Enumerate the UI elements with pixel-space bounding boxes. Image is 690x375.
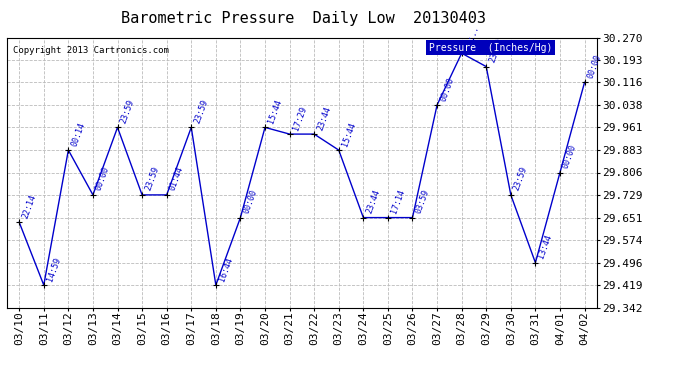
Text: 23:59: 23:59: [488, 37, 504, 64]
Text: Copyright 2013 Cartronics.com: Copyright 2013 Cartronics.com: [13, 46, 168, 55]
Text: 00:00: 00:00: [586, 53, 603, 80]
Text: 00:00: 00:00: [562, 143, 578, 170]
Text: 23:59: 23:59: [193, 98, 210, 124]
Text: 00:00: 00:00: [241, 188, 259, 215]
Text: 23:59: 23:59: [119, 98, 136, 124]
Text: 00:00: 00:00: [95, 165, 111, 192]
Text: Pressure  (Inches/Hg): Pressure (Inches/Hg): [428, 43, 552, 53]
Text: Barometric Pressure  Daily Low  20130403: Barometric Pressure Daily Low 20130403: [121, 11, 486, 26]
Text: 17:14: 17:14: [389, 188, 406, 215]
Text: 01:44: 01:44: [168, 165, 185, 192]
Text: 14:59: 14:59: [45, 256, 62, 282]
Text: 23:59: 23:59: [512, 165, 529, 192]
Text: 15:44: 15:44: [340, 121, 357, 147]
Text: 13:44: 13:44: [537, 233, 554, 260]
Text: 16:44: 16:44: [217, 256, 234, 282]
Text: 00:14: 00:14: [70, 121, 87, 147]
Text: 23:44: 23:44: [365, 188, 382, 215]
Text: 22:14: 22:14: [21, 193, 37, 219]
Text: 15:44: 15:44: [266, 98, 284, 124]
Text: 23:59: 23:59: [144, 165, 161, 192]
Text: 00:00: 00:00: [438, 76, 455, 102]
Text: 03:59: 03:59: [414, 188, 431, 215]
Text: 17:29: 17:29: [291, 105, 308, 131]
Text: 23:44: 23:44: [315, 105, 333, 131]
Text: 16:..: 16:..: [463, 24, 480, 50]
